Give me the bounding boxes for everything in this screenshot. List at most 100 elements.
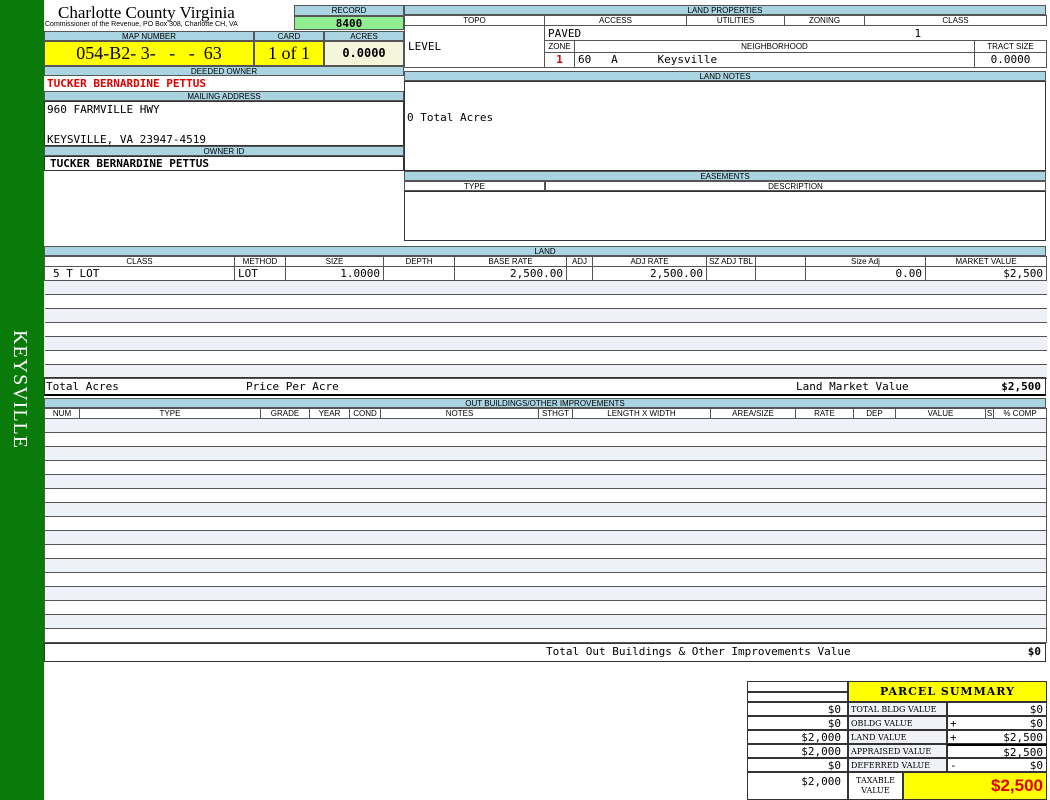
land-cell <box>44 350 235 365</box>
access-value: PAVED <box>548 26 582 40</box>
outbuildings-col-header: STHGT <box>538 408 573 419</box>
land-cell <box>285 336 384 351</box>
outbuildings-col-header: LENGTH X WIDTH <box>572 408 711 419</box>
tract-size-value: 0.0000 <box>973 51 1048 69</box>
land-cell <box>925 280 1047 295</box>
land-cell <box>805 336 926 351</box>
table-row <box>44 558 1047 573</box>
land-cell <box>805 364 926 379</box>
land-cell <box>383 294 455 309</box>
land-cell: 2,500.00 <box>454 266 567 281</box>
land-cell <box>383 364 455 379</box>
card-label: CARD <box>254 31 324 41</box>
land-cell: 5 T LOT <box>44 266 235 281</box>
summary-label: LAND VALUE <box>848 730 947 744</box>
land-col-header <box>755 256 806 267</box>
land-cell <box>454 350 567 365</box>
land-cell <box>706 350 756 365</box>
table-row <box>44 530 1047 545</box>
outbuildings-col-header: TYPE <box>79 408 261 419</box>
land-cell <box>755 336 806 351</box>
table-row <box>44 294 1047 309</box>
land-cell <box>454 336 567 351</box>
total-acres-label: Total Acres <box>46 380 119 393</box>
land-cell <box>234 322 286 337</box>
taxable-value: $2,500 <box>903 772 1047 800</box>
land-cell <box>44 336 235 351</box>
summary-label: TOTAL BLDG VALUE <box>848 702 947 716</box>
land-cell <box>592 322 707 337</box>
summary-operator: + <box>950 717 957 730</box>
summary-value: $2,500 <box>1003 731 1043 744</box>
easements-body <box>404 191 1046 241</box>
table-row <box>44 474 1047 489</box>
easement-type-header: TYPE <box>404 181 545 191</box>
land-cell <box>925 308 1047 323</box>
sidebar-label: KEYSVILLE <box>9 330 31 449</box>
land-cell <box>44 308 235 323</box>
land-cell <box>566 266 593 281</box>
land-cell <box>925 336 1047 351</box>
table-row <box>44 502 1047 517</box>
land-cell <box>383 308 455 323</box>
land-cell <box>755 308 806 323</box>
land-cell <box>285 308 384 323</box>
land-cell <box>755 350 806 365</box>
land-col-header: SZ ADJ TBL <box>706 256 756 267</box>
land-cell <box>755 280 806 295</box>
deeded-owner: TUCKER BERNARDINE PETTUS <box>47 77 206 90</box>
land-cell <box>234 350 286 365</box>
table-row <box>44 516 1047 531</box>
county-title: Charlotte County Virginia <box>58 3 235 22</box>
summary-label: DEFERRED VALUE <box>848 758 947 772</box>
land-cell <box>234 280 286 295</box>
land-col-header: BASE RATE <box>454 256 567 267</box>
table-row <box>44 446 1047 461</box>
land-cell <box>755 322 806 337</box>
record-value: 8400 <box>294 16 404 30</box>
land-col-header: ADJ <box>566 256 593 267</box>
outbuildings-total: $0 <box>1027 645 1041 658</box>
outbuildings-col-header: NOTES <box>380 408 539 419</box>
summary-prior-value: $2,000 <box>747 744 848 758</box>
land-market-value: $2,500 <box>1001 380 1041 393</box>
county-subtitle: Commissioner of the Revenue, PO Box 308,… <box>45 21 238 28</box>
land-col-header: METHOD <box>234 256 286 267</box>
land-cell <box>805 308 926 323</box>
summary-value: $0 <box>1029 717 1043 730</box>
land-cell: LOT <box>234 266 286 281</box>
outbuildings-col-header: % COMP <box>993 408 1047 419</box>
table-row <box>44 614 1047 629</box>
land-cell <box>566 294 593 309</box>
land-cell <box>755 294 806 309</box>
land-cell <box>566 308 593 323</box>
neighborhood-value: 60 A Keysville <box>574 51 975 69</box>
summary-operator: - <box>950 759 957 772</box>
land-cell <box>566 364 593 379</box>
owner-id-label: OWNER ID <box>44 146 404 156</box>
zone-value: 1 <box>544 51 575 69</box>
land-cell <box>925 294 1047 309</box>
table-row <box>44 488 1047 503</box>
topo-value: LEVEL <box>404 25 545 68</box>
land-cell <box>285 350 384 365</box>
summary-value: $2,500 <box>1003 746 1043 759</box>
outbuildings-col-header: S <box>985 408 994 419</box>
land-cell <box>285 364 384 379</box>
land-cell <box>592 350 707 365</box>
land-cell <box>454 308 567 323</box>
class-value: 1 <box>914 26 922 40</box>
outbuildings-total-label: Total Out Buildings & Other Improvements… <box>546 645 851 658</box>
address-line-2: KEYSVILLE, VA 23947-4519 <box>47 133 206 146</box>
owner-id: TUCKER BERNARDINE PETTUS <box>44 156 404 171</box>
summary-prior-value: $2,000 <box>747 730 848 744</box>
land-cell <box>44 294 235 309</box>
table-row <box>44 586 1047 601</box>
table-row <box>44 418 1047 433</box>
land-cell <box>234 364 286 379</box>
land-cell: 1.0000 <box>285 266 384 281</box>
land-cell <box>383 266 455 281</box>
land-col-header: CLASS <box>44 256 235 267</box>
land-cell <box>234 336 286 351</box>
land-properties-title: LAND PROPERTIES <box>404 5 1046 15</box>
